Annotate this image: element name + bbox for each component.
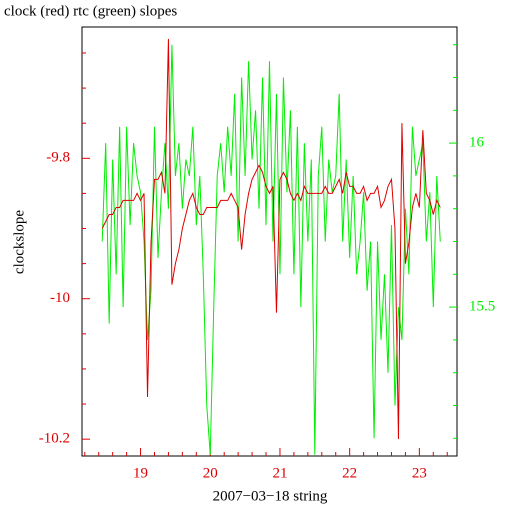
- y2-tick-label: 15.5: [469, 299, 495, 315]
- x-tick-label: 23: [412, 465, 427, 481]
- y2-tick-label: 16: [469, 135, 485, 151]
- y-tick-label: -10.2: [39, 431, 70, 447]
- series-line: [101, 44, 441, 455]
- x-axis-label: 2007−03−18 string: [213, 488, 328, 504]
- x-tick-label: 21: [272, 465, 287, 481]
- chart-title: clock (red) rtc (green) slopes: [4, 3, 177, 19]
- y-axis-label: clockslope: [11, 210, 27, 274]
- y-tick-label: -9.8: [46, 150, 70, 166]
- x-tick-label: 22: [342, 465, 357, 481]
- series-line: [101, 38, 441, 440]
- x-tick-label: 20: [203, 465, 218, 481]
- y-tick-label: -10: [50, 290, 70, 306]
- x-tick-label: 19: [133, 465, 148, 481]
